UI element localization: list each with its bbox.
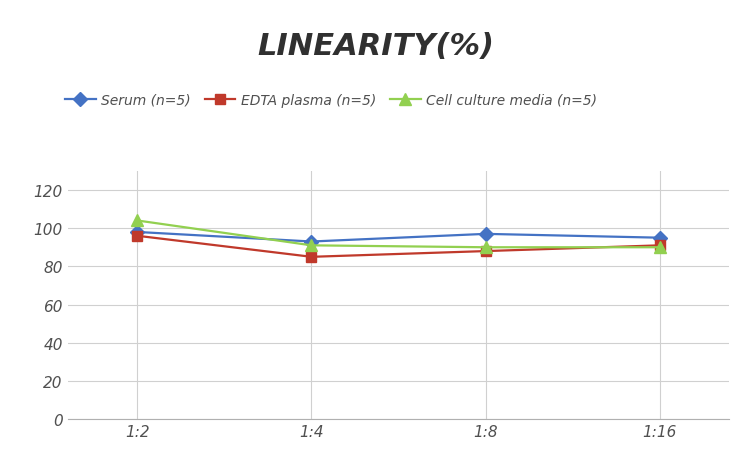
Serum (n=5) bbox=[481, 232, 490, 237]
Serum (n=5) bbox=[307, 239, 316, 245]
EDTA plasma (n=5) bbox=[655, 243, 664, 249]
Cell culture media (n=5) bbox=[133, 218, 142, 224]
Line: EDTA plasma (n=5): EDTA plasma (n=5) bbox=[132, 231, 665, 262]
Legend: Serum (n=5), EDTA plasma (n=5), Cell culture media (n=5): Serum (n=5), EDTA plasma (n=5), Cell cul… bbox=[59, 88, 602, 113]
Cell culture media (n=5) bbox=[481, 245, 490, 250]
Line: Cell culture media (n=5): Cell culture media (n=5) bbox=[132, 216, 666, 253]
Line: Serum (n=5): Serum (n=5) bbox=[132, 228, 665, 247]
Serum (n=5) bbox=[133, 230, 142, 235]
EDTA plasma (n=5) bbox=[307, 254, 316, 260]
Serum (n=5) bbox=[655, 235, 664, 241]
EDTA plasma (n=5) bbox=[133, 234, 142, 239]
Text: LINEARITY(%): LINEARITY(%) bbox=[257, 32, 495, 60]
Cell culture media (n=5) bbox=[655, 245, 664, 250]
Cell culture media (n=5) bbox=[307, 243, 316, 249]
EDTA plasma (n=5) bbox=[481, 249, 490, 254]
